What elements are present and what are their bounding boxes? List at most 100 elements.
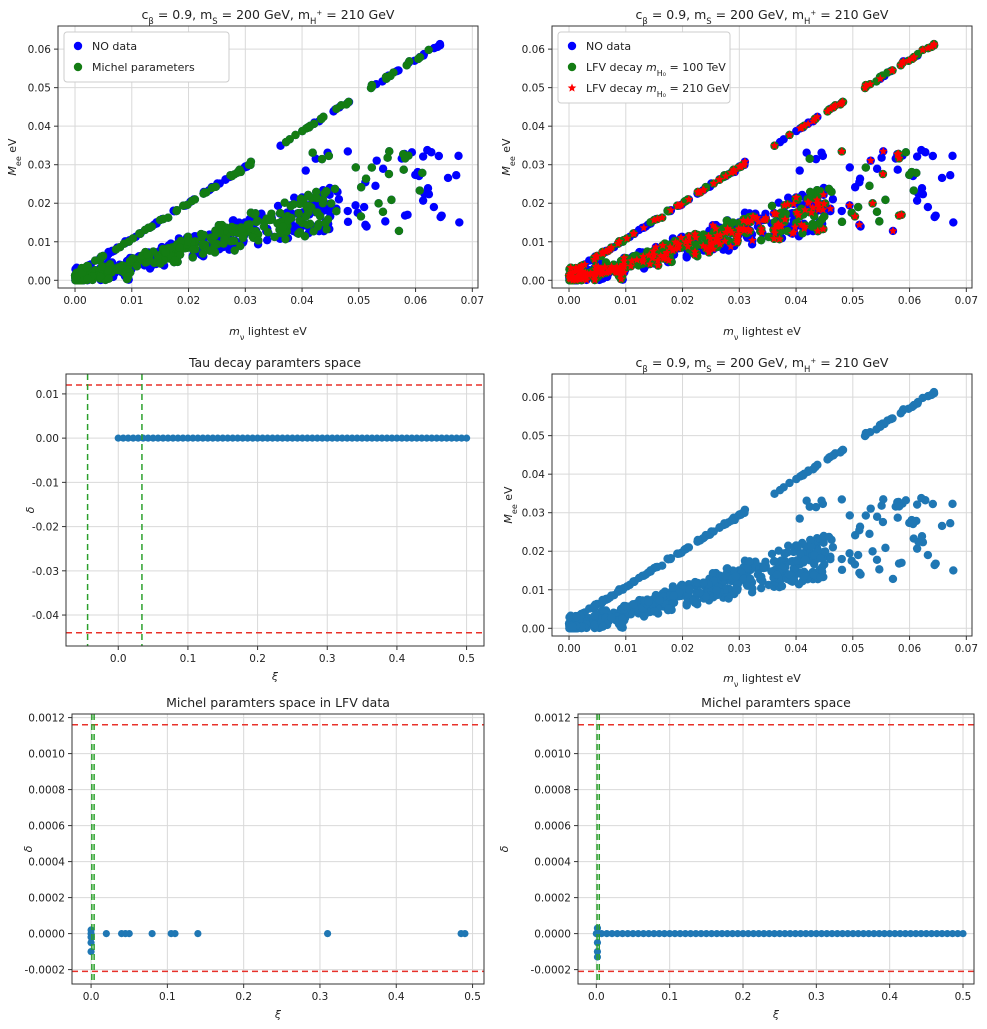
data-point bbox=[718, 930, 726, 938]
data-point-star bbox=[645, 259, 655, 268]
data-point-star bbox=[681, 237, 690, 246]
data-point bbox=[872, 207, 882, 216]
data-point bbox=[949, 218, 958, 227]
y-tick-label: 0.01 bbox=[36, 389, 59, 401]
y-tick-label: 0.0002 bbox=[534, 893, 571, 905]
data-point bbox=[799, 469, 809, 479]
data-point bbox=[372, 156, 381, 165]
data-point-star bbox=[638, 252, 648, 261]
data-point bbox=[169, 434, 177, 442]
data-point bbox=[820, 547, 830, 556]
data-point-star bbox=[704, 231, 713, 240]
y-tick-label: 0.05 bbox=[522, 83, 545, 95]
data-point bbox=[462, 434, 471, 442]
y-tick-label: 0.00 bbox=[28, 275, 51, 287]
data-point bbox=[443, 434, 451, 442]
data-point bbox=[332, 206, 341, 216]
data-point bbox=[590, 620, 600, 630]
data-point-star bbox=[876, 74, 885, 83]
data-point bbox=[629, 600, 639, 609]
x-tick-label: 0.03 bbox=[234, 295, 257, 307]
data-point bbox=[946, 519, 955, 528]
data-point bbox=[650, 607, 659, 616]
data-point bbox=[933, 930, 941, 938]
data-point-star bbox=[671, 244, 680, 253]
y-tick-label: 0.0000 bbox=[534, 929, 571, 941]
data-point bbox=[159, 214, 168, 224]
data-point-star bbox=[676, 233, 686, 242]
points-group bbox=[114, 434, 471, 442]
data-point bbox=[87, 926, 95, 934]
data-point bbox=[702, 930, 710, 938]
data-point bbox=[912, 500, 922, 509]
x-tick-label: 0.01 bbox=[614, 295, 637, 307]
data-point bbox=[461, 930, 469, 938]
data-point bbox=[781, 930, 789, 938]
data-point bbox=[880, 930, 889, 938]
data-point bbox=[809, 222, 819, 232]
data-point bbox=[759, 563, 768, 573]
data-point bbox=[824, 532, 834, 542]
y-tick-label: 0.03 bbox=[522, 508, 545, 520]
legend-marker bbox=[73, 62, 83, 72]
data-point bbox=[239, 434, 247, 442]
data-point-star bbox=[868, 198, 877, 207]
data-point-star bbox=[721, 171, 731, 180]
data-point bbox=[629, 930, 637, 938]
data-point bbox=[281, 137, 291, 147]
data-point bbox=[308, 434, 316, 442]
data-point bbox=[844, 930, 852, 938]
data-point bbox=[399, 165, 408, 174]
data-point bbox=[817, 930, 826, 938]
data-point-star bbox=[590, 275, 599, 284]
data-point bbox=[838, 930, 847, 938]
data-point bbox=[273, 201, 283, 211]
data-point bbox=[188, 245, 198, 254]
data-point bbox=[875, 565, 884, 574]
x-tick-label: 0.0 bbox=[83, 991, 100, 1003]
data-point bbox=[908, 519, 918, 529]
data-point-star bbox=[818, 205, 828, 214]
data-point bbox=[784, 570, 794, 579]
data-point-star bbox=[683, 242, 693, 251]
data-point-star bbox=[607, 262, 616, 271]
y-tick-label: 0.02 bbox=[522, 546, 545, 558]
data-point bbox=[239, 231, 248, 241]
plot-area: 0.0 0.1 0.2 0.3 0.4 0.5 0.01 0.00 -0.01 -0.02 -0.0… bbox=[32, 373, 485, 665]
data-point bbox=[95, 272, 105, 281]
data-point bbox=[707, 930, 716, 938]
data-point bbox=[209, 434, 217, 442]
data-point bbox=[745, 557, 754, 566]
plot-area: 0.0 0.1 0.2 0.3 0.4 0.5 0.0012 0.0010 0.0008 0.00… bbox=[530, 713, 975, 1003]
y-tick-label: 0.0010 bbox=[534, 749, 571, 761]
data-point-star bbox=[850, 211, 860, 221]
y-axis-label: Mee eV bbox=[500, 138, 517, 176]
data-point bbox=[204, 434, 212, 442]
y-tick-label: 0.00 bbox=[522, 623, 545, 635]
data-point bbox=[912, 196, 922, 205]
data-point bbox=[786, 930, 794, 938]
data-point bbox=[617, 620, 627, 630]
data-point bbox=[746, 574, 755, 583]
data-point bbox=[383, 153, 392, 162]
data-point bbox=[845, 163, 854, 172]
data-point bbox=[607, 591, 616, 600]
data-point bbox=[301, 166, 310, 175]
data-point bbox=[888, 574, 898, 584]
data-point-star bbox=[804, 198, 814, 207]
data-point bbox=[143, 250, 152, 259]
data-point-star bbox=[651, 242, 661, 251]
data-point bbox=[418, 168, 427, 178]
data-point-star bbox=[810, 114, 820, 123]
data-point-star bbox=[590, 255, 599, 264]
x-axis-label: mν lightest eV bbox=[723, 325, 801, 340]
data-point-star bbox=[664, 256, 673, 265]
x-tick-label: 0.4 bbox=[881, 991, 898, 1003]
data-point bbox=[793, 542, 803, 551]
axes-frame bbox=[577, 713, 975, 985]
data-point bbox=[229, 434, 237, 442]
data-point bbox=[655, 930, 663, 938]
data-point bbox=[403, 210, 412, 219]
data-point bbox=[398, 434, 406, 442]
data-point bbox=[837, 206, 846, 216]
